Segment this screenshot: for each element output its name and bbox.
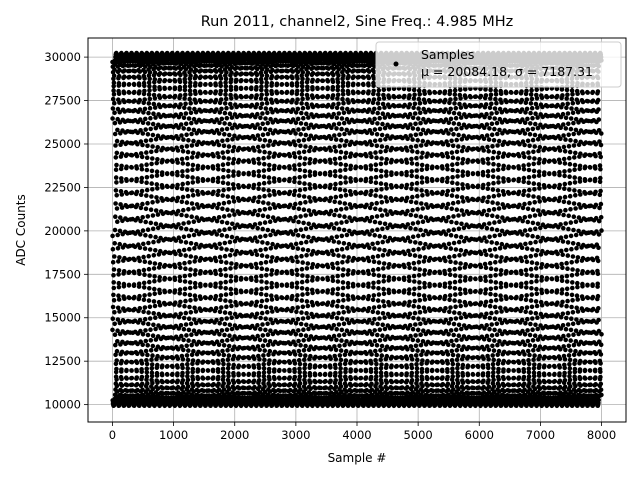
x-tick-label: 1000	[159, 428, 188, 442]
y-axis-label: ADC Counts	[14, 194, 28, 266]
y-tick-label: 27500	[44, 94, 81, 108]
x-axis-label: Sample #	[328, 451, 387, 465]
sample-points	[110, 50, 604, 409]
chart-title: Run 2011, channel2, Sine Freq.: 4.985 MH…	[201, 14, 514, 30]
tick-marks: 0 1000 2000 3000 4000 5000 6000 7000 8000 10000 12…	[44, 50, 616, 442]
legend-label: Samples	[421, 47, 474, 62]
y-tick-label: 22500	[44, 180, 81, 194]
x-tick-label: 7000	[526, 428, 555, 442]
legend-stats-label: μ = 20084.18, σ = 7187.31	[421, 64, 593, 79]
y-tick-label: 10000	[44, 398, 81, 412]
x-tick-label: 6000	[465, 428, 494, 442]
x-tick-label: 0	[109, 428, 116, 442]
legend: Samples μ = 20084.18, σ = 7187.31	[375, 41, 622, 88]
y-tick-label: 12500	[44, 354, 81, 368]
legend-box	[375, 41, 622, 88]
samples-series	[110, 50, 604, 409]
x-tick-label: 8000	[587, 428, 616, 442]
x-tick-label: 4000	[342, 428, 371, 442]
x-tick-label: 2000	[220, 428, 249, 442]
y-tick-label: 20000	[44, 224, 81, 238]
x-tick-label: 5000	[403, 428, 432, 442]
legend-marker	[393, 61, 399, 67]
y-tick-label: 25000	[44, 137, 81, 151]
y-tick-label: 30000	[44, 50, 81, 64]
x-tick-label: 3000	[281, 428, 310, 442]
y-tick-label: 17500	[44, 267, 81, 281]
y-tick-label: 15000	[44, 311, 81, 325]
